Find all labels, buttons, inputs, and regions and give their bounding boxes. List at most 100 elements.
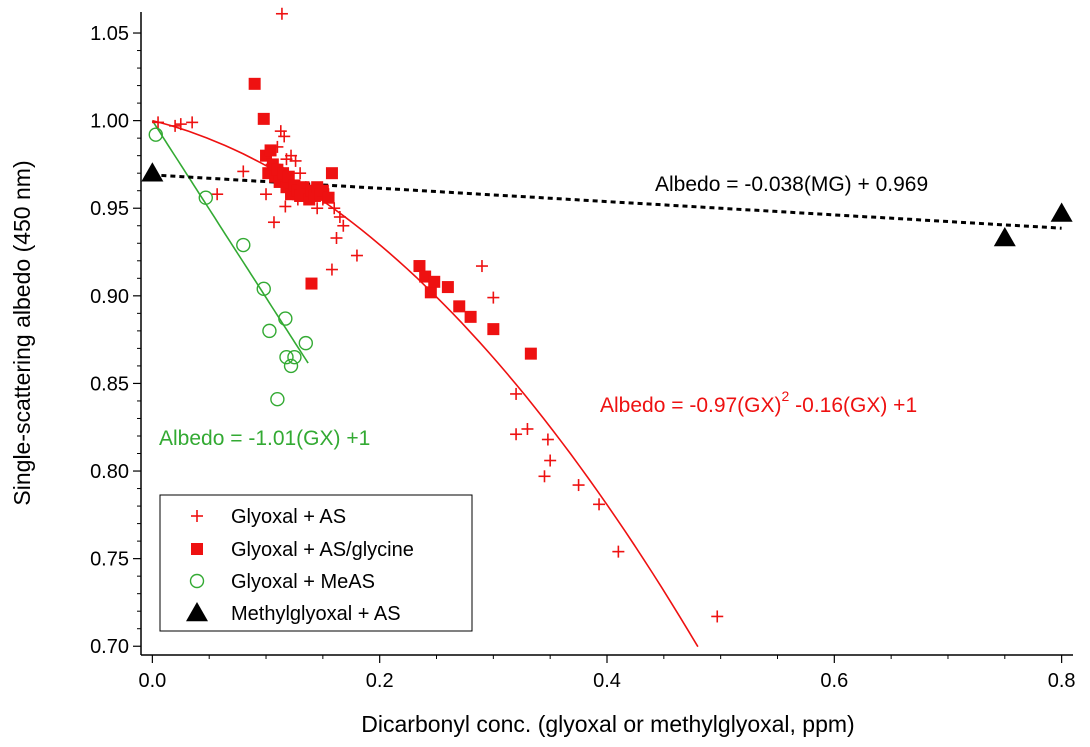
- marker-glyoxal-as: [311, 202, 324, 215]
- x-tick-label: 0.8: [1048, 670, 1076, 692]
- marker-glyoxal-as-glycine: [464, 310, 477, 323]
- marker-glyoxal-as-glycine: [248, 77, 261, 90]
- marker-glyoxal-meas: [270, 392, 285, 407]
- legend-marker-glyoxal-as-glycine: [191, 543, 203, 555]
- marker-glyoxal-as: [510, 387, 523, 400]
- marker-glyoxal-as: [211, 188, 224, 201]
- y-tick-label: 0.75: [90, 549, 129, 571]
- fit-label-red-rest: -0.16(GX) +1: [789, 394, 917, 417]
- marker-glyoxal-as: [711, 610, 724, 623]
- marker-glyoxal-as: [260, 188, 273, 201]
- marker-glyoxal-as: [174, 118, 187, 131]
- y-tick-label: 0.95: [90, 198, 129, 220]
- marker-glyoxal-as-glycine: [305, 277, 318, 290]
- marker-glyoxal-as-glycine: [325, 167, 338, 180]
- marker-glyoxal-as: [325, 263, 338, 276]
- marker-glyoxal-as: [278, 130, 291, 143]
- fit-label-black: Albedo = -0.038(MG) + 0.969: [655, 173, 928, 196]
- marker-glyoxal-as-glycine: [322, 191, 335, 204]
- fit-line-green: [151, 120, 309, 364]
- marker-glyoxal-as: [475, 260, 488, 273]
- marker-glyoxal-as: [350, 249, 363, 262]
- y-tick-label: 0.85: [90, 373, 129, 395]
- marker-glyoxal-as: [333, 210, 346, 223]
- marker-glyoxal-as: [487, 291, 500, 304]
- marker-glyoxal-as: [521, 422, 534, 435]
- marker-glyoxal-as-glycine: [264, 144, 277, 157]
- fit-label-red-main: Albedo = -0.97(GX): [600, 394, 782, 417]
- y-axis-ticks: 0.70 0.75 0.80 0.85 0.90 0.95 1.00 1.05: [90, 23, 141, 658]
- marker-glyoxal-as: [279, 200, 292, 213]
- x-axis-title: Dicarbonyl conc. (glyoxal or methylglyox…: [361, 711, 854, 737]
- fit-label-green: Albedo = -1.01(GX) +1: [159, 427, 370, 450]
- marker-glyoxal-as: [294, 167, 307, 180]
- marker-glyoxal-meas: [283, 358, 299, 374]
- marker-glyoxal-as: [237, 165, 250, 178]
- marker-glyoxal-meas: [287, 349, 302, 365]
- marker-glyoxal-as-glycine: [453, 300, 466, 313]
- marker-glyoxal-as: [186, 116, 199, 129]
- marker-glyoxal-meas: [278, 311, 293, 326]
- x-tick-label: 0.2: [366, 670, 394, 692]
- marker-glyoxal-meas: [256, 281, 271, 297]
- y-axis-title: Single-scattering albedo (450 nm): [9, 160, 35, 505]
- marker-glyoxal-as: [267, 216, 280, 229]
- y-tick-label: 1.00: [90, 111, 129, 133]
- marker-glyoxal-as: [337, 219, 350, 232]
- marker-methylglyoxal-as: [1050, 202, 1073, 222]
- legend: Glyoxal + AS Glyoxal + AS/glycine Glyoxa…: [159, 494, 473, 632]
- legend-label-glyoxal-as-glycine: Glyoxal + AS/glycine: [231, 539, 414, 561]
- marker-glyoxal-as: [330, 232, 343, 245]
- marker-glyoxal-as: [169, 119, 182, 132]
- legend-markers: [186, 510, 208, 622]
- marker-glyoxal-as: [152, 116, 165, 129]
- marker-glyoxal-as: [538, 470, 551, 483]
- marker-glyoxal-as: [593, 498, 606, 511]
- y-tick-label: 1.05: [90, 23, 129, 45]
- marker-glyoxal-meas: [279, 349, 294, 365]
- marker-glyoxal-as-glycine: [257, 112, 270, 125]
- marker-glyoxal-as-glycine: [524, 347, 537, 360]
- x-tick-label: 0.0: [138, 670, 166, 692]
- marker-glyoxal-as: [289, 154, 302, 167]
- marker-glyoxal-as-glycine: [419, 270, 432, 283]
- fit-label-red-exponent: 2: [782, 388, 790, 404]
- marker-glyoxal-as: [328, 202, 341, 215]
- marker-methylglyoxal-as: [993, 227, 1016, 247]
- fit-label-red: Albedo = -0.97(GX)2 -0.16(GX) +1: [600, 388, 917, 417]
- marker-glyoxal-as: [612, 545, 625, 558]
- y-tick-label: 0.70: [90, 636, 129, 658]
- marker-glyoxal-as: [572, 479, 585, 492]
- legend-label-glyoxal-meas: Glyoxal + MeAS: [231, 571, 375, 593]
- legend-label-methylglyoxal-as: Methylglyoxal + AS: [231, 603, 401, 625]
- legend-label-glyoxal-as: Glyoxal + AS: [231, 506, 346, 528]
- legend-marker-methylglyoxal-as: [186, 602, 208, 622]
- legend-marker-glyoxal-as: [191, 510, 203, 522]
- marker-glyoxal-as-glycine: [428, 275, 441, 288]
- fit-line-red: [152, 119, 699, 648]
- marker-glyoxal-as: [510, 428, 523, 441]
- data-markers: [141, 7, 1073, 623]
- fit-lines: [151, 119, 1062, 648]
- marker-glyoxal-as-glycine: [424, 286, 437, 299]
- y-tick-label: 0.90: [90, 286, 129, 308]
- marker-glyoxal-as-glycine: [441, 281, 454, 294]
- marker-glyoxal-as: [275, 7, 288, 20]
- marker-glyoxal-meas: [298, 335, 314, 351]
- marker-glyoxal-meas: [148, 127, 163, 142]
- legend-box: [159, 494, 473, 632]
- marker-glyoxal-as: [544, 454, 557, 467]
- marker-glyoxal-meas: [236, 237, 251, 253]
- marker-glyoxal-as: [541, 433, 554, 446]
- x-tick-label: 0.6: [820, 670, 848, 692]
- marker-glyoxal-as-glycine: [413, 260, 426, 273]
- x-tick-label: 0.4: [593, 670, 621, 692]
- fit-line-black: [152, 173, 1062, 230]
- marker-glyoxal-meas: [198, 190, 213, 205]
- legend-marker-glyoxal-meas: [189, 573, 205, 589]
- marker-glyoxal-as-glycine: [487, 323, 500, 336]
- marker-methylglyoxal-as: [141, 162, 164, 182]
- x-axis-ticks: 0.0 0.2 0.4 0.6 0.8: [138, 655, 1076, 692]
- y-tick-label: 0.80: [90, 461, 129, 483]
